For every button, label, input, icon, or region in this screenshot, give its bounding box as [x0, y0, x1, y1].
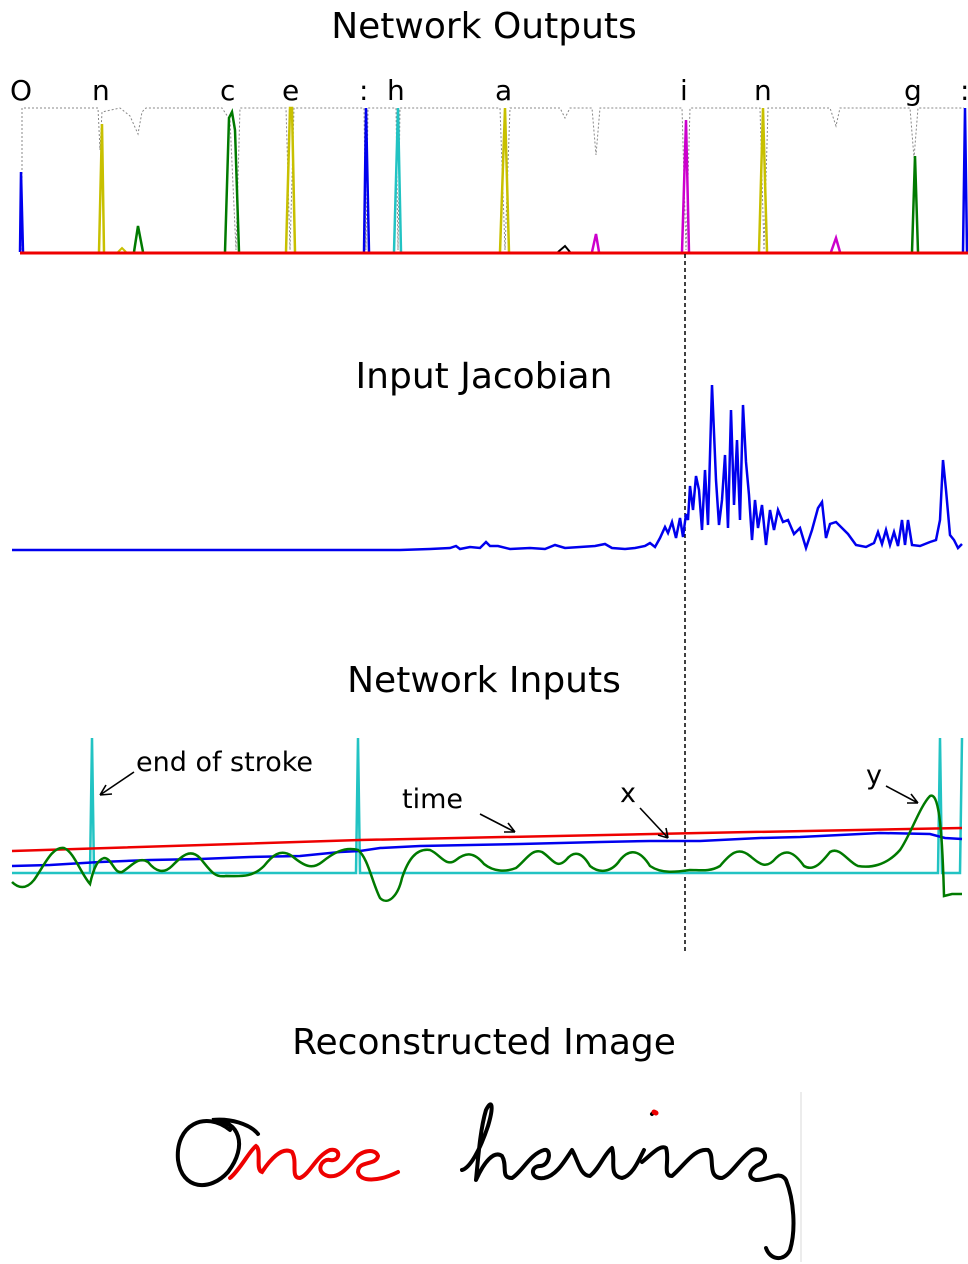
arrow-time [479, 813, 516, 833]
output-label: O [10, 74, 32, 107]
output-labels: O n c e : h a i n g : [10, 74, 968, 107]
output-label: c [220, 74, 235, 107]
output-label: i [680, 74, 688, 107]
output-spike-yellow [757, 107, 769, 253]
output-spikes [18, 106, 968, 253]
output-spike-green [132, 225, 145, 253]
output-label: a [495, 74, 512, 107]
jacobian-curve [12, 384, 963, 553]
arrow-end-of-stroke [99, 771, 135, 796]
output-label: e [282, 74, 299, 107]
handwriting-letter-O [175, 1117, 260, 1188]
blank-probability-curve [21, 107, 964, 251]
output-spike-green [223, 108, 241, 253]
arrow-x [639, 807, 669, 839]
annotation-time: time [402, 784, 463, 815]
handwriting-i-dot [651, 1109, 659, 1116]
output-spike-magenta [680, 119, 691, 253]
output-spike-yellow [498, 107, 511, 253]
handwriting-word-nce [228, 1143, 400, 1182]
output-spike-green [910, 155, 920, 253]
output-label: : [359, 74, 368, 107]
output-label: n [754, 74, 772, 107]
output-spike-magenta [829, 233, 842, 253]
output-spike-yellow [117, 246, 127, 253]
title-network-outputs: Network Outputs [331, 6, 637, 47]
input-time-curve [11, 826, 963, 853]
output-spike-yellow [284, 106, 297, 253]
input-y-curve [11, 794, 962, 903]
arrow-y [885, 785, 919, 804]
handwriting-word-having [460, 1102, 796, 1260]
output-spike-yellow [97, 123, 106, 253]
output-label: : [960, 74, 968, 107]
output-spike-blue [362, 107, 371, 253]
input-end-of-stroke-curve [12, 737, 964, 875]
output-spike-magenta [590, 233, 601, 253]
output-label: n [92, 74, 110, 107]
annotation-end-of-stroke: end of stroke [136, 747, 313, 778]
output-label: g [904, 74, 922, 107]
output-label: h [387, 74, 405, 107]
input-x-curve [11, 831, 963, 868]
annotation-x: x [620, 778, 636, 809]
output-spike-blue [961, 107, 968, 253]
handwriting-image [175, 1092, 802, 1262]
output-spike-blue [18, 171, 25, 253]
title-network-inputs: Network Inputs [347, 660, 621, 701]
output-spike-black [557, 244, 571, 253]
title-reconstructed-image: Reconstructed Image [292, 1022, 676, 1063]
output-spike-cyan [392, 107, 403, 253]
title-input-jacobian: Input Jacobian [355, 356, 613, 397]
annotation-y: y [866, 760, 882, 791]
